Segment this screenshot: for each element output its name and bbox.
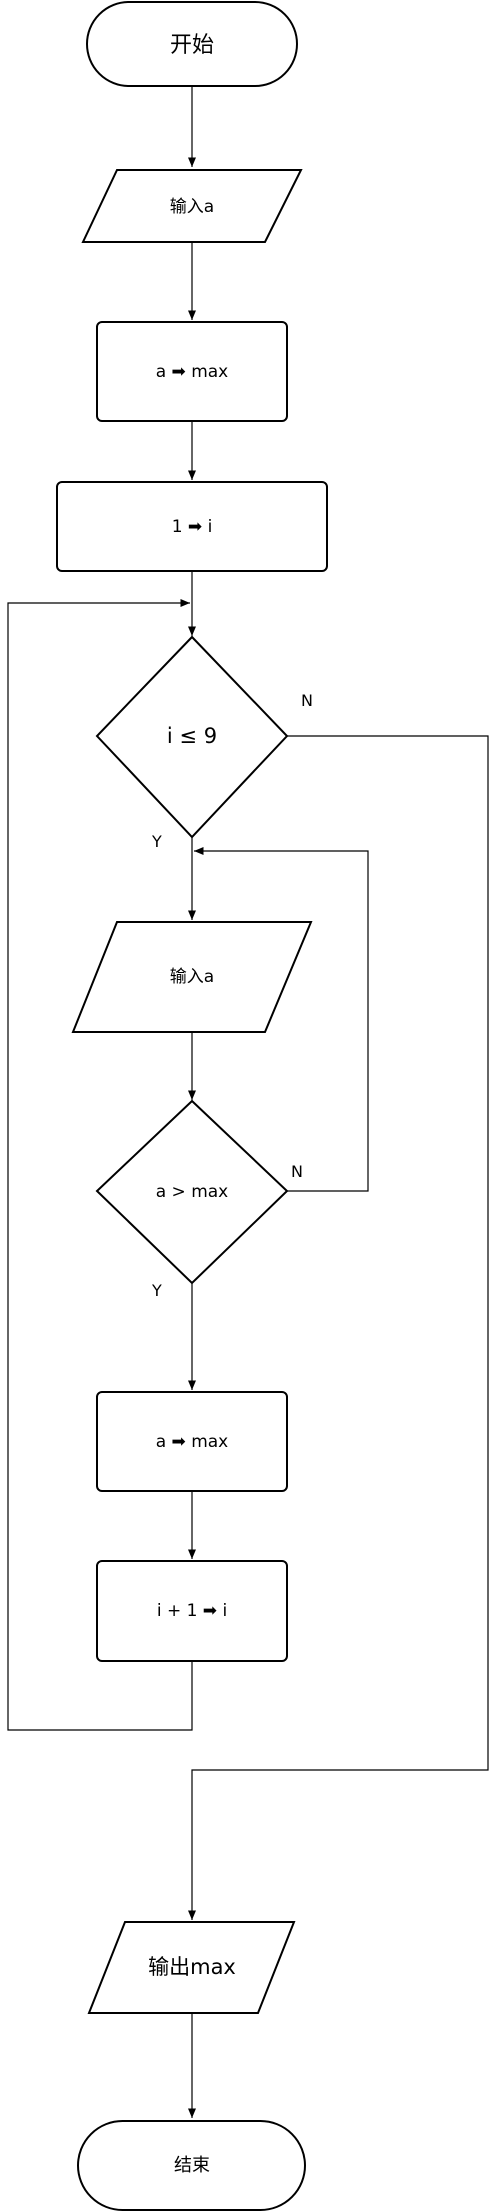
end-label: 结束 <box>174 2155 210 2176</box>
start-label: 开始 <box>170 33 214 58</box>
start-terminator <box>86 1 298 87</box>
edges <box>7 86 489 2118</box>
input-a-loop-parallelogram <box>71 921 313 1033</box>
edge-labels: N Y N Y <box>151 691 313 1300</box>
init-i-label: 1 ➡ i <box>172 517 213 537</box>
compare-no-label: N <box>291 1162 303 1181</box>
compare-label: a > max <box>156 1182 229 1202</box>
increment-i-label: i + 1 ➡ i <box>157 1601 227 1621</box>
loop-condition-decision <box>95 635 289 839</box>
condition-yes-label: Y <box>151 832 162 851</box>
assign-max-loop-process <box>96 1391 288 1492</box>
edge-loop-back-to-condition <box>7 598 193 1731</box>
input-a-loop-label: 输入a <box>170 967 214 987</box>
input-a-label: 输入a <box>170 197 214 217</box>
input-a-parallelogram <box>81 169 303 243</box>
increment-i-process <box>96 1560 288 1662</box>
compare-decision <box>95 1099 289 1285</box>
output-max-parallelogram <box>87 1921 296 2014</box>
assign-max-loop-label: a ➡ max <box>156 1432 229 1452</box>
init-i-process <box>56 481 328 572</box>
loop-condition-label: i ≤ 9 <box>167 724 217 748</box>
nodes: 开始 输入a a ➡ max 1 ➡ i i ≤ 9 输入a a > max a… <box>56 1 328 2211</box>
edge-compare-no-loop <box>194 846 369 1192</box>
compare-yes-label: Y <box>151 1281 162 1300</box>
condition-no-label: N <box>301 691 313 710</box>
output-max-label: 输出max <box>148 1955 236 1979</box>
edge-condition-no-to-output <box>187 735 489 1920</box>
assign-max-label: a ➡ max <box>156 362 229 382</box>
end-terminator <box>77 2120 306 2211</box>
assign-max-process <box>96 321 288 422</box>
